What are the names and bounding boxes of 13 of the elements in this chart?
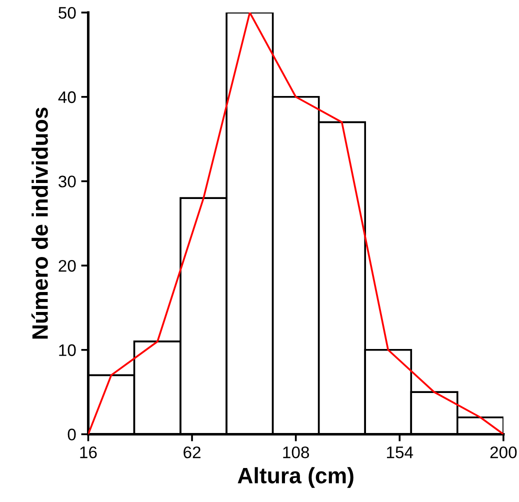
- y-tick-label: 30: [58, 176, 76, 188]
- y-tick-label: 0: [68, 428, 76, 440]
- y-axis-title: Número de individuos: [31, 108, 48, 339]
- y-tick-label: 20: [58, 260, 76, 272]
- x-tick-label: 62: [184, 446, 200, 458]
- y-tick-label: 10: [59, 344, 76, 356]
- x-tick-label: 16: [80, 446, 97, 458]
- y-tick-label: 50: [58, 6, 76, 19]
- x-axis-title: Altura (cm): [238, 467, 354, 488]
- x-tick-label: 200: [490, 446, 517, 458]
- y-tick-label: 40: [58, 91, 76, 104]
- x-tick-label: 108: [283, 446, 310, 458]
- x-tick-label: 154: [387, 446, 414, 458]
